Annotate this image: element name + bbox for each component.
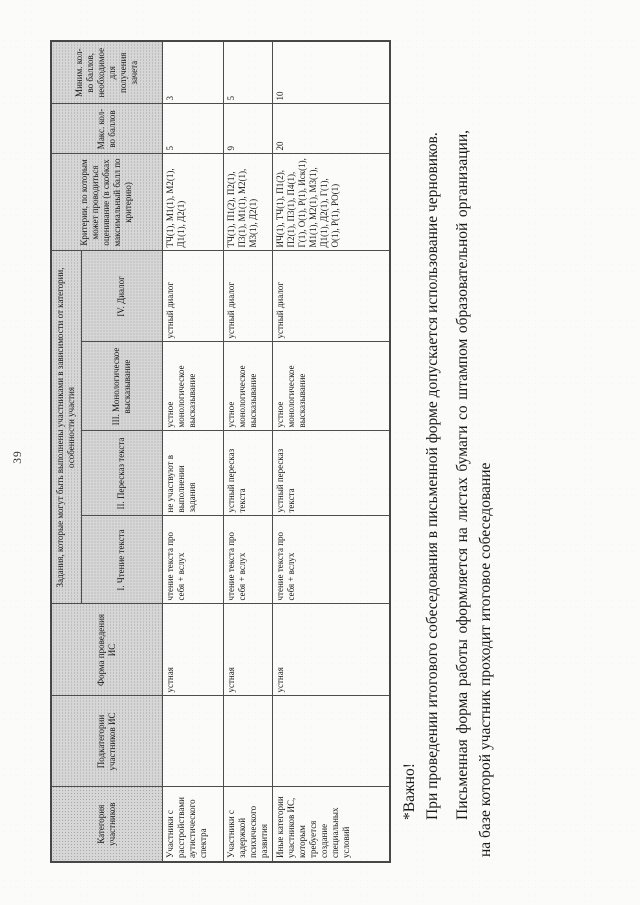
header-min-score: Миним. кол-во баллов, необходимое для по… bbox=[51, 40, 162, 104]
cell-criteria: ТЧ(1), П1(2), П2(1), П3(1), М1(1), М2(1)… bbox=[223, 153, 272, 251]
cell-min-score: 10 bbox=[272, 40, 390, 104]
cell-task-reading: чтение текста про себя + вслух bbox=[223, 516, 272, 604]
participants-table: Категория участников Подкатегории участн… bbox=[50, 39, 391, 863]
cell-criteria: ИЧ(1), ТЧ(1), П1(2), П2(1), П3(1), П4(1)… bbox=[272, 153, 390, 251]
cell-subcategory bbox=[223, 696, 272, 787]
cell-form: устная bbox=[162, 604, 223, 696]
header-subcategory: Подкатегории участников ИС bbox=[51, 696, 162, 787]
cell-max-score: 9 bbox=[223, 103, 272, 154]
cell-max-score: 5 bbox=[162, 103, 223, 154]
table-row: Участники с расстройствами аутистическог… bbox=[162, 40, 223, 862]
cell-subcategory bbox=[272, 696, 390, 787]
cell-category: Участники с расстройствами аутистическог… bbox=[162, 787, 223, 862]
table-row: Участники с задержкой психического разви… bbox=[223, 40, 272, 862]
cell-min-score: 3 bbox=[162, 40, 223, 104]
cell-task-dialogue: устный диалог bbox=[223, 250, 272, 342]
cell-category: Участники с задержкой психического разви… bbox=[223, 787, 272, 862]
header-task-reading: I. Чтение текста bbox=[81, 516, 162, 604]
header-criteria: Критерии, по которым может проводиться о… bbox=[51, 153, 162, 251]
cell-task-dialogue: устный диалог bbox=[272, 250, 390, 342]
header-max-score: Макс. кол-во баллов bbox=[51, 103, 162, 154]
cell-task-retelling: устный пересказ текста bbox=[272, 431, 390, 516]
cell-subcategory bbox=[162, 696, 223, 787]
table-row: Иные категории участников ИС, которым тр… bbox=[272, 40, 390, 862]
header-form: Форма проведения ИС bbox=[51, 604, 162, 696]
header-tasks-group: Задания, которые могут быть выполнены уч… bbox=[51, 250, 81, 604]
header-task-dialogue: IV. Диалог bbox=[81, 250, 162, 342]
header-task-monologue: III. Монологическое высказывание bbox=[81, 342, 162, 431]
cell-task-monologue: устное монологическое высказывание bbox=[272, 342, 390, 431]
cell-task-reading: чтение текста про себя + вслух bbox=[272, 516, 390, 604]
note-paragraph-1: При проведении итогового собеседования в… bbox=[424, 132, 441, 820]
cell-category: Иные категории участников ИС, которым тр… bbox=[272, 787, 390, 862]
note-important: *Важно! bbox=[401, 763, 418, 820]
cell-form: устная bbox=[272, 604, 390, 696]
cell-task-monologue: устное монологическое высказывание bbox=[162, 342, 223, 431]
cell-task-dialogue: устный диалог bbox=[162, 250, 223, 342]
page-number: 39 bbox=[12, 450, 24, 464]
table-header-row-1: Категория участников Подкатегории участн… bbox=[51, 40, 162, 862]
cell-min-score: 5 bbox=[223, 40, 272, 104]
cell-max-score: 20 bbox=[272, 103, 390, 154]
note-paragraph-2: Письменная форма работы оформляется на л… bbox=[454, 130, 494, 857]
cell-criteria: ТЧ(1), М1(1), М2(1), Д1(1), Д2(1) bbox=[162, 153, 223, 251]
cell-form: устная bbox=[223, 604, 272, 696]
cell-task-reading: чтение текста про себя + вслух bbox=[162, 516, 223, 604]
cell-task-monologue: устное монологическое высказывание bbox=[223, 342, 272, 431]
footnotes-block: *Важно! При проведении итогового собесед… bbox=[398, 130, 497, 857]
cell-task-retelling: устный пересказ текста bbox=[223, 431, 272, 516]
header-category: Категория участников bbox=[51, 787, 162, 862]
cell-task-retelling: не участвуют в выполнении задания bbox=[162, 431, 223, 516]
header-task-retelling: II. Пересказ текста bbox=[81, 431, 162, 516]
